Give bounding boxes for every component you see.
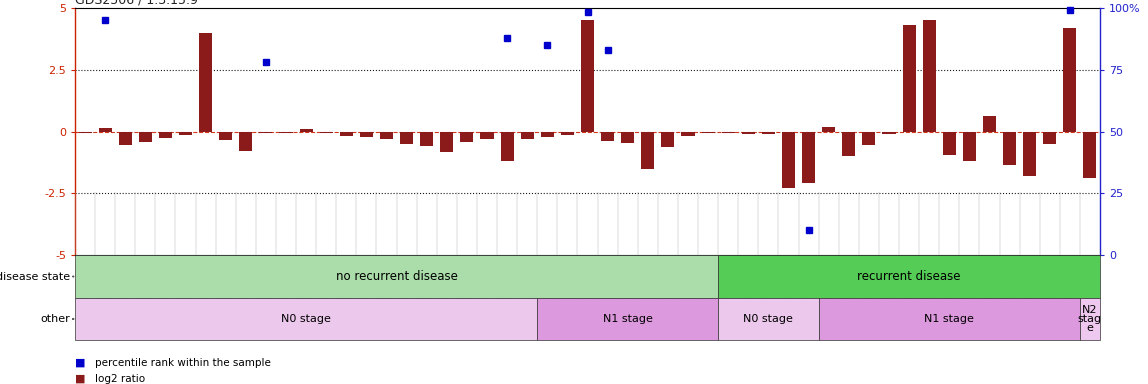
Bar (541, 131, 553, 137)
Bar (380, 131, 393, 139)
Bar (561, 131, 574, 135)
Text: percentile rank within the sample: percentile rank within the sample (94, 358, 271, 368)
Bar (862, 131, 876, 145)
Bar (822, 127, 836, 131)
Bar (420, 131, 433, 146)
Bar (75, 298, 537, 340)
Bar (460, 131, 473, 142)
Text: ■: ■ (75, 374, 85, 384)
Text: disease state: disease state (0, 271, 70, 281)
Text: N2
stag
e: N2 stag e (1078, 305, 1102, 333)
Bar (75, 255, 719, 298)
Bar (943, 131, 956, 155)
Bar (923, 20, 936, 131)
Bar (300, 129, 312, 131)
Bar (279, 131, 293, 134)
Bar (118, 131, 132, 145)
Bar (843, 131, 855, 156)
Bar (319, 131, 333, 134)
Bar (139, 131, 152, 142)
Bar (501, 131, 513, 161)
Text: N1 stage: N1 stage (924, 314, 975, 324)
Text: ■: ■ (75, 358, 85, 368)
Bar (401, 131, 413, 144)
Bar (902, 25, 916, 131)
Bar (99, 128, 111, 131)
Text: no recurrent disease: no recurrent disease (335, 270, 458, 283)
Text: N1 stage: N1 stage (603, 314, 652, 324)
Bar (259, 131, 272, 133)
Bar (481, 131, 494, 139)
Bar (1063, 28, 1077, 131)
Bar (1084, 131, 1096, 179)
Bar (621, 131, 634, 142)
Bar (537, 298, 719, 340)
Bar (359, 131, 373, 137)
Bar (521, 131, 534, 139)
Bar (722, 131, 735, 134)
Text: N0 stage: N0 stage (281, 314, 331, 324)
Bar (762, 131, 775, 134)
Bar (1044, 131, 1056, 144)
Bar (219, 131, 232, 140)
Bar (682, 131, 695, 136)
Bar (1003, 131, 1016, 165)
Bar (802, 131, 815, 184)
Bar (441, 131, 453, 152)
Bar (719, 298, 819, 340)
Bar (983, 116, 996, 131)
Bar (782, 131, 796, 188)
Bar (158, 131, 172, 138)
Bar (819, 298, 1080, 340)
Bar (602, 131, 614, 141)
Text: recurrent disease: recurrent disease (858, 270, 961, 283)
Bar (642, 131, 654, 169)
Text: other: other (40, 314, 70, 324)
Bar (963, 131, 976, 161)
Bar (199, 33, 212, 131)
Bar (78, 131, 92, 134)
Bar (1023, 131, 1037, 177)
Bar (719, 255, 1100, 298)
Bar (239, 131, 253, 151)
Bar (742, 131, 755, 134)
Bar (581, 20, 594, 131)
Bar (661, 131, 674, 147)
Bar (1080, 298, 1100, 340)
Text: log2 ratio: log2 ratio (94, 374, 145, 384)
Bar (179, 131, 192, 135)
Bar (340, 131, 352, 136)
Bar (701, 131, 714, 134)
Text: GDS2506 / 1.3.15.9: GDS2506 / 1.3.15.9 (75, 0, 197, 7)
Bar (883, 131, 895, 134)
Text: N0 stage: N0 stage (744, 314, 793, 324)
